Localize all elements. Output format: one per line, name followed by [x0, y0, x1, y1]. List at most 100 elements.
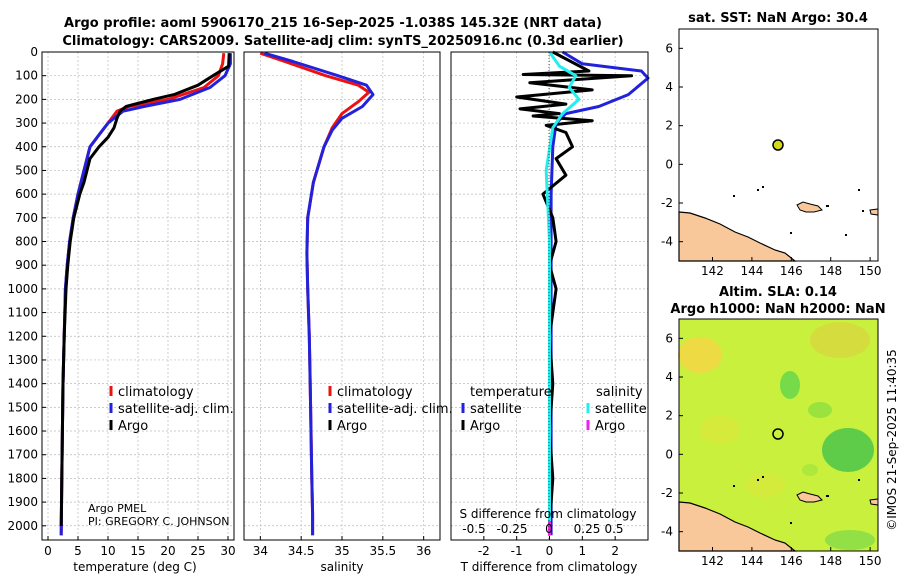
map-y-tick-label: 6	[665, 331, 673, 345]
map-y-tick-label: -2	[661, 486, 673, 500]
x-tick-label: 34	[253, 544, 268, 558]
y-tick-label: 400	[15, 140, 38, 154]
y-tick-label: 1900	[7, 495, 38, 509]
sst-island-east	[869, 208, 879, 216]
title-line-1: Argo profile: aoml 5906170_215 16-Sep-20…	[64, 16, 602, 31]
x-tick-label: 2	[611, 544, 619, 558]
x-tick-label: 25	[190, 544, 205, 558]
sst-argo-float-marker	[772, 139, 784, 151]
map-y-tick-label: 2	[665, 409, 673, 423]
map-y-tick-label: 0	[665, 447, 673, 461]
x-tick-label: 10	[100, 544, 115, 558]
x-tick-label: 1	[579, 544, 587, 558]
y-tick-label: 1300	[7, 353, 38, 367]
series-line-satellite-adj-clim-	[263, 51, 375, 536]
y-tick-label: 0	[30, 45, 38, 59]
map-x-tick-label: 144	[740, 554, 763, 568]
s-diff-tick-label: 0	[545, 522, 553, 536]
sla-argo-float-marker	[772, 428, 784, 440]
sal-legend-argo-label: Argo	[337, 419, 367, 434]
diff-legend-temp-argo-label: Argo	[470, 419, 500, 434]
x-tick-label: 15	[130, 544, 145, 558]
temperature-panel: 0100200300400500600700800900100011001200…	[7, 45, 235, 574]
y-tick-label: 600	[15, 187, 38, 201]
map-x-tick-label: 144	[740, 264, 763, 278]
y-tick-label: 1100	[7, 306, 38, 320]
x-tick-label: 20	[160, 544, 175, 558]
y-tick-label: 500	[15, 163, 38, 177]
series-line-climatology	[259, 51, 371, 536]
sla-map-title-2: Argo h1000: NaN h2000: NaN	[670, 302, 885, 317]
sla-map: Altim. SLA: 0.14 Argo h1000: NaN h2000: …	[661, 285, 886, 568]
legend-argo-label: Argo	[118, 419, 148, 434]
sal-legend-satellite-label: satellite-adj. clim.	[337, 402, 453, 417]
x-tick-label: 34.5	[288, 544, 315, 558]
sla-small-islets	[733, 476, 860, 524]
map-x-tick-label: 150	[859, 264, 882, 278]
sst-map: sat. SST: NaN Argo: 30.4 6 4 2 0 -2 -4 142 144…	[661, 11, 882, 278]
map-x-tick-label: 148	[819, 264, 842, 278]
series-line-temperature-argo	[515, 50, 634, 526]
map-x-tick-label: 146	[780, 554, 803, 568]
series-line-climatology	[59, 53, 226, 536]
map-y-tick-label: 0	[665, 157, 673, 171]
map-y-tick-label: 4	[665, 370, 673, 384]
y-tick-label: 100	[15, 69, 38, 83]
t-difference-xlabel: T difference from climatology	[460, 560, 638, 574]
diff-legend-sal-sat-label: satellite	[595, 402, 647, 417]
map-x-tick-label: 150	[859, 554, 882, 568]
s-difference-label: S difference from climatology	[460, 507, 637, 521]
map-y-tick-label: -2	[661, 196, 673, 210]
y-tick-label: 700	[15, 211, 38, 225]
diff-legend-sal-header: salinity	[596, 385, 643, 400]
map-x-tick-label: 142	[701, 554, 724, 568]
y-tick-label: 1000	[7, 282, 38, 296]
x-tick-label: -2	[478, 544, 490, 558]
x-tick-label: 30	[220, 544, 235, 558]
y-tick-label: 1400	[7, 377, 38, 391]
sla-anomaly-patches	[678, 322, 875, 550]
sst-map-frame	[678, 28, 879, 262]
map-x-tick-label: 148	[819, 554, 842, 568]
s-diff-tick-label: -0.5	[462, 522, 485, 536]
x-tick-label: 0	[546, 544, 554, 558]
series-line-argo	[59, 53, 231, 526]
y-tick-label: 2000	[7, 519, 38, 533]
sla-island	[796, 491, 823, 503]
map-y-tick-label: -4	[661, 235, 673, 249]
y-tick-label: 800	[15, 235, 38, 249]
series-line-satellite-adj-clim-	[59, 53, 232, 536]
map-y-tick-label: 2	[665, 119, 673, 133]
s-diff-tick-label: 0.25	[574, 522, 601, 536]
salinity-xlabel: salinity	[320, 560, 363, 574]
x-tick-label: -1	[511, 544, 523, 558]
title-line-2: Climatology: CARS2009. Satellite-adj cli…	[62, 34, 623, 49]
diff-legend-temp-header: temperature	[470, 385, 552, 400]
series-line-salinity-satellite	[544, 51, 581, 536]
y-tick-label: 1800	[7, 471, 38, 485]
map-x-tick-label: 146	[780, 264, 803, 278]
x-tick-label: 35	[334, 544, 349, 558]
credit-line-2: PI: GREGORY C. JOHNSON	[88, 515, 229, 528]
x-tick-label: 0	[44, 544, 52, 558]
y-tick-label: 1700	[7, 448, 38, 462]
sal-legend-climatology-label: climatology	[337, 385, 413, 400]
map-y-tick-label: 6	[665, 41, 673, 55]
temperature-xlabel: temperature (deg C)	[73, 560, 196, 574]
sla-map-title-1: Altim. SLA: 0.14	[719, 285, 837, 300]
legend-climatology-label: climatology	[118, 385, 194, 400]
map-x-tick-label: 142	[701, 264, 724, 278]
y-tick-label: 1500	[7, 400, 38, 414]
sst-island	[796, 201, 823, 213]
y-tick-label: 1600	[7, 424, 38, 438]
timestamp: ©IMOS 21-Sep-2025 11:40:35	[885, 349, 899, 531]
y-tick-label: 1200	[7, 329, 38, 343]
credit-line-1: Argo PMEL	[88, 502, 147, 515]
diff-legend-temp-sat-label: satellite	[470, 402, 522, 417]
legend-satellite-label: satellite-adj. clim.	[118, 402, 234, 417]
s-diff-tick-label: 0.5	[604, 522, 623, 536]
y-tick-label: 300	[15, 116, 38, 130]
salinity-panel: 34 34.5 35 35.5 36 salinity climatology sate…	[243, 51, 453, 574]
sla-map-frame	[678, 318, 879, 552]
